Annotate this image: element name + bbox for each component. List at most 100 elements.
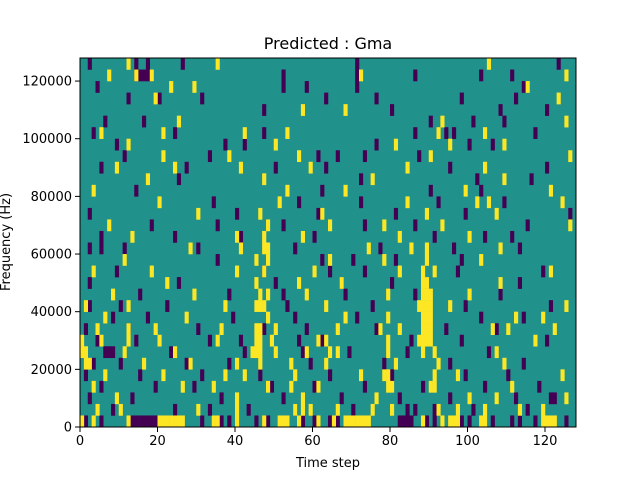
heatmap-cell-high: [83, 346, 89, 359]
heatmap-cell-high: [560, 369, 565, 382]
heatmap-cell-low: [122, 150, 127, 163]
heatmap-cell-high: [211, 380, 216, 393]
heatmap-cell-high: [235, 403, 240, 416]
heatmap-cell-high: [254, 300, 259, 312]
heatmap-cell-high: [486, 196, 492, 209]
heatmap-cell-low: [564, 415, 569, 428]
y-tick-label: 0: [64, 421, 72, 436]
heatmap-cell-high: [99, 127, 104, 139]
heatmap-cell-low: [510, 69, 515, 82]
heatmap-cell-high: [192, 288, 197, 301]
heatmap-cell-high: [266, 288, 271, 301]
heatmap-cell-high: [266, 311, 271, 324]
heatmap-cell-low: [304, 81, 309, 93]
heatmap-cell-low: [545, 334, 550, 347]
heatmap-cell-low: [452, 242, 457, 255]
heatmap-cell-high: [428, 380, 433, 393]
heatmap-cell-low: [467, 415, 472, 428]
y-tick-label: 60000: [31, 248, 72, 263]
heatmap-cell-high: [304, 288, 309, 301]
heatmap-cell-low: [235, 207, 240, 220]
heatmap-cell-high: [362, 415, 368, 428]
heatmap-cell-low: [498, 104, 503, 116]
heatmap-cell-high: [347, 415, 352, 428]
heatmap-cell-low: [254, 415, 259, 428]
heatmap-cell-high: [552, 415, 557, 428]
heatmap-cell-high: [316, 380, 321, 393]
heatmap-cell-low: [99, 230, 104, 243]
heatmap-cell-low: [122, 242, 127, 255]
heatmap-cell-high: [266, 254, 271, 266]
heatmap-cell-high: [227, 150, 232, 163]
heatmap-cell-low: [138, 369, 143, 382]
heatmap-cell-low: [320, 334, 325, 347]
heatmap-cell-high: [366, 415, 371, 428]
heatmap-cell-low: [359, 196, 364, 209]
heatmap-cell-high: [262, 242, 267, 255]
heatmap-cell-low: [281, 219, 286, 232]
heatmap-cell-low: [471, 403, 476, 416]
heatmap-cell-high: [196, 207, 201, 220]
heatmap-cell-low: [308, 357, 313, 370]
heatmap-cell-high: [91, 380, 96, 393]
heatmap-cell-high: [370, 173, 375, 186]
heatmap-cell-low: [165, 300, 170, 312]
heatmap-cell-high: [483, 415, 488, 428]
heatmap-cell-low: [362, 380, 368, 393]
heatmap-cell-low: [413, 403, 418, 416]
heatmap-cell-low: [533, 127, 538, 139]
heatmap-cell-high: [273, 346, 278, 359]
heatmap-cell-low: [95, 81, 100, 93]
heatmap-cell-high: [421, 265, 426, 278]
heatmap-cell-low: [215, 254, 220, 266]
heatmap-cell-low: [351, 403, 356, 416]
heatmap-cell-high: [153, 323, 158, 335]
heatmap-cell-low: [517, 415, 523, 428]
heatmap-cell-low: [145, 58, 151, 70]
heatmap-cell-high: [424, 277, 430, 289]
heatmap-cell-high: [142, 357, 147, 370]
heatmap-cell-low: [134, 334, 139, 347]
heatmap-cell-low: [475, 173, 480, 186]
heatmap-cell-high: [235, 357, 240, 370]
heatmap-cell-low: [145, 415, 151, 428]
heatmap-cell-high: [432, 265, 437, 278]
heatmap-cell-high: [176, 115, 182, 128]
heatmap-cell-low: [494, 323, 499, 335]
heatmap-cell-high: [382, 219, 387, 232]
heatmap-cell-low: [149, 415, 154, 428]
heatmap-cell-high: [285, 184, 290, 197]
heatmap-cell-high: [273, 138, 278, 151]
heatmap-cell-high: [91, 184, 96, 197]
heatmap-cell-high: [343, 184, 348, 197]
heatmap-cell-high: [157, 334, 162, 347]
heatmap-cell-low: [517, 277, 523, 289]
heatmap-cells: [80, 58, 573, 428]
heatmap-cell-low: [390, 104, 395, 116]
heatmap-cell-high: [502, 173, 507, 186]
heatmap-cell-high: [428, 323, 433, 335]
heatmap-cell-low: [134, 415, 139, 428]
heatmap-cell-high: [382, 254, 387, 266]
heatmap-cell-low: [417, 150, 422, 163]
heatmap-cell-high: [397, 323, 402, 335]
heatmap-cell-high: [254, 334, 259, 347]
heatmap-cell-low: [428, 184, 433, 197]
heatmap-cell-low: [521, 311, 526, 324]
heatmap-cell-low: [91, 127, 96, 139]
heatmap-cell-low: [483, 230, 488, 243]
heatmap-cell-low: [424, 415, 430, 428]
heatmap-cell-high: [498, 277, 503, 289]
heatmap-cell-high: [215, 415, 220, 428]
heatmap-cell-low: [176, 173, 182, 186]
heatmap-cell-high: [564, 300, 569, 312]
heatmap-cell-high: [262, 300, 267, 312]
heatmap-cell-low: [138, 69, 143, 82]
heatmap-cell-high: [277, 415, 282, 428]
heatmap-cell-high: [545, 415, 550, 428]
heatmap-cell-low: [355, 81, 360, 93]
heatmap-cell-high: [254, 254, 259, 266]
heatmap-cell-high: [467, 288, 472, 301]
heatmap-cell-high: [424, 311, 430, 324]
